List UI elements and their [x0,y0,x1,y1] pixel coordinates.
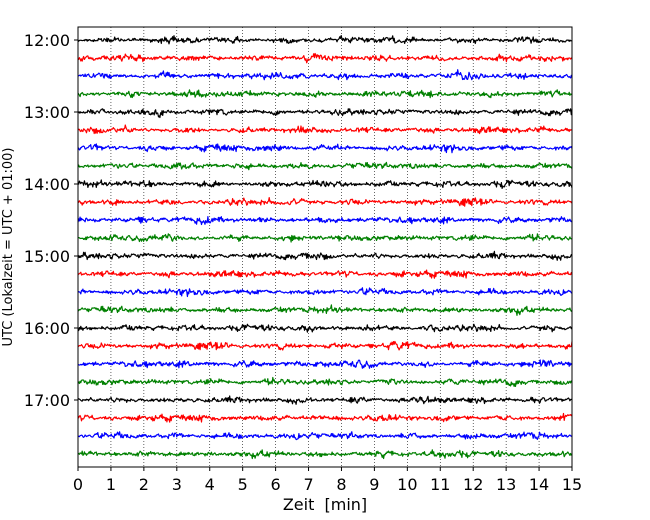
x-tick-label: 9 [369,475,379,494]
plot-background [78,27,572,467]
seismic-trace [77,323,573,333]
x-tick-label: 12 [463,475,483,494]
x-tick-label: 1 [106,475,116,494]
seismic-trace [77,52,573,64]
seismic-trace [77,34,573,45]
x-tick-label: 0 [73,475,83,494]
plot-frame [77,26,573,468]
x-tick-label: 8 [336,475,346,494]
y-tick-label: 15:00 [24,247,70,266]
y-axis-ticks: 12:00 13:00 14:00 15:00 16:00 17:00 [24,31,78,410]
seismic-trace [77,449,573,460]
seismic-trace [77,216,573,226]
seismic-trace [77,69,573,81]
seismic-trace [77,412,573,423]
x-tick-label: 14 [529,475,549,494]
seismic-trace [77,197,573,207]
seismic-trace [77,340,573,351]
x-tick-label: 13 [496,475,516,494]
y-tick-label: 13:00 [24,103,70,122]
y-tick-label: 16:00 [24,319,70,338]
x-tick-label: 7 [303,475,313,494]
seismic-trace [77,269,573,279]
y-tick-label: 12:00 [24,31,70,50]
x-tick-label: 2 [139,475,149,494]
y-tick-label: 14:00 [24,175,70,194]
y-tick-label: 17:00 [24,391,70,410]
seismic-trace [77,179,573,190]
x-tick-label: 10 [397,475,417,494]
seismic-trace [77,359,573,369]
y-axis-label: UTC (Lokalzeit = UTC + 01:00) [1,148,16,347]
minute-grid [110,27,540,467]
seismic-trace [77,108,573,119]
trace-group [77,34,573,460]
seismic-trace [77,143,573,154]
seismic-trace [77,431,573,441]
seismic-trace [77,161,573,171]
seismic-trace [77,124,573,135]
x-tick-label: 11 [430,475,450,494]
x-tick-label: 3 [172,475,182,494]
seismic-trace [77,250,573,261]
x-tick-label: 6 [271,475,281,494]
seismic-trace [77,89,573,99]
seismic-trace [77,304,573,316]
x-axis-ticks: 0 1 2 3 4 5 6 7 8 9 10 11 12 13 14 15 [73,467,582,494]
x-axis-label: Zeit [min] [283,495,367,514]
seismic-trace [77,395,573,405]
seismic-trace [77,233,573,243]
seismic-trace [77,376,573,387]
x-tick-label: 4 [205,475,215,494]
x-tick-label: 15 [562,475,582,494]
x-tick-label: 5 [238,475,248,494]
seismic-trace [77,287,573,298]
